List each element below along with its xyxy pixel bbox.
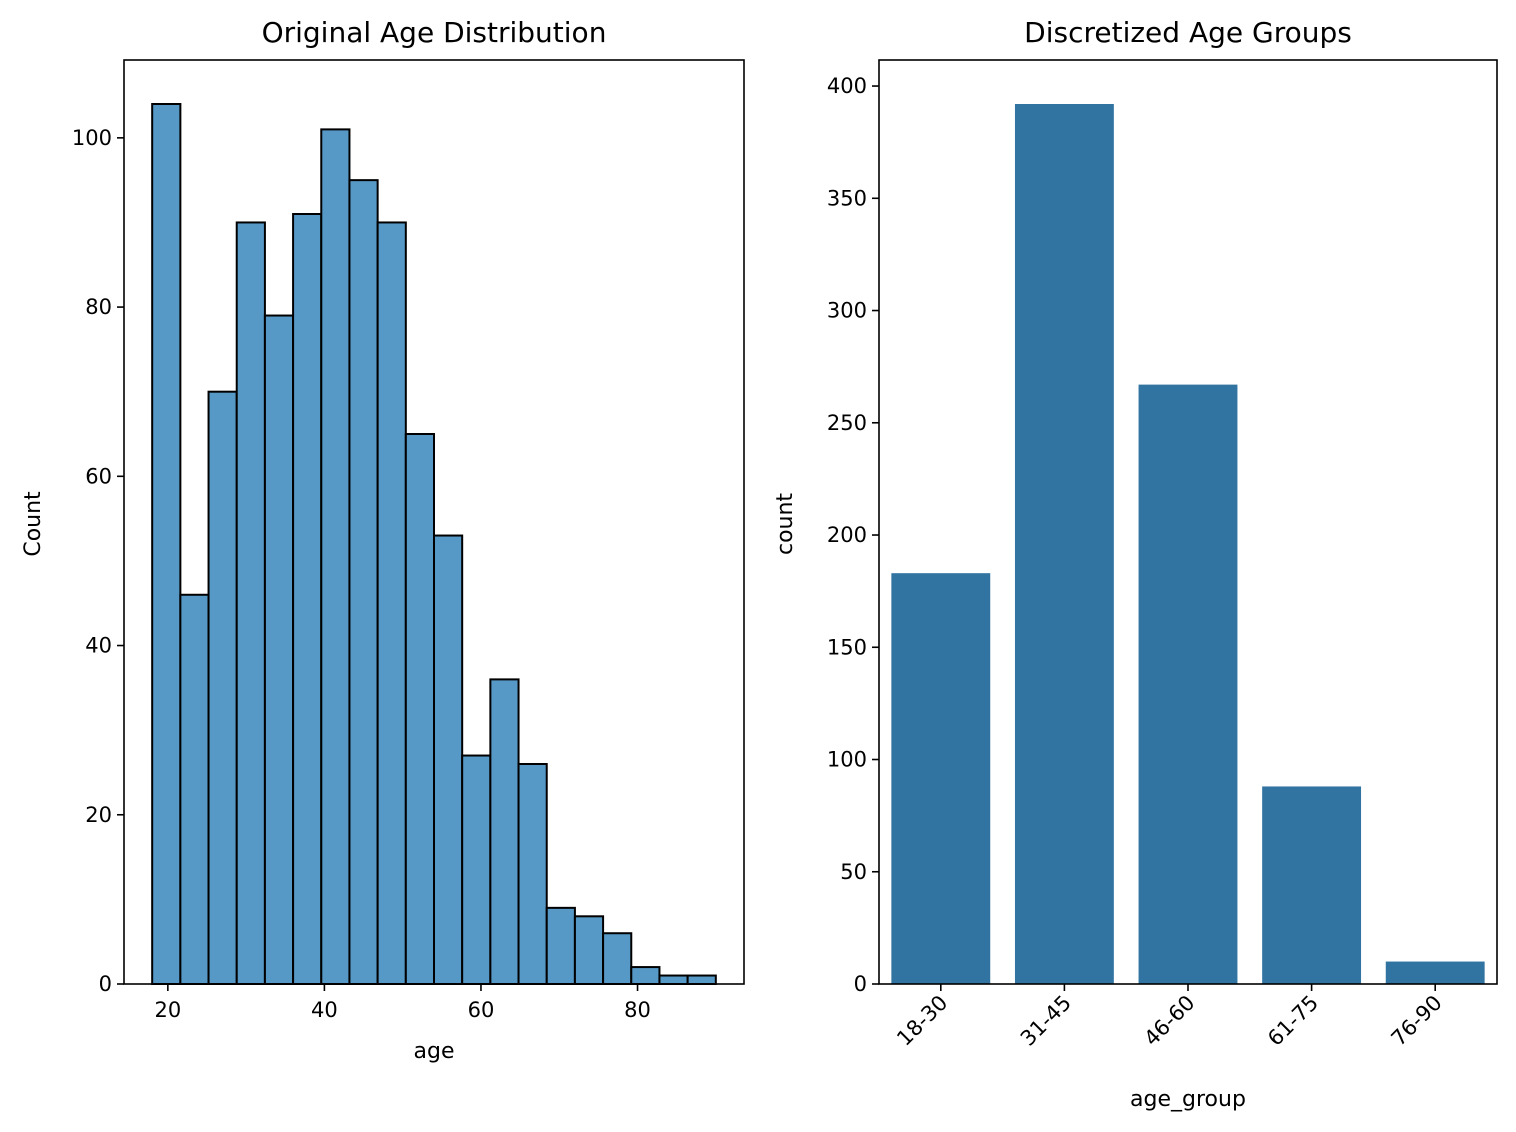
age-histogram-chart: Original Age Distribution 0 20 40 60 80 100 2… (21, 16, 745, 1064)
hist-x-tick-label: 20 (154, 998, 181, 1022)
bar-y-axis-ticks: 0 50 100 150 200 250 300 350 400 (827, 74, 879, 996)
hist-bar (292, 213, 323, 985)
hist-bar (207, 390, 238, 985)
bar-x-tick-label: 76-90 (1387, 991, 1447, 1051)
hist-x-axis-label: age (414, 1039, 455, 1064)
bar-x-tick-label: 18-30 (892, 991, 952, 1051)
hist-bar (433, 534, 464, 985)
bar-y-tick-label: 350 (827, 186, 867, 210)
hist-bar (517, 763, 548, 985)
bar-x-tick-label: 61-75 (1263, 991, 1323, 1051)
hist-x-tick-label: 80 (624, 998, 651, 1022)
hist-y-axis-label: Count (21, 491, 46, 557)
hist-title: Original Age Distribution (262, 16, 607, 49)
hist-bar (489, 678, 520, 986)
hist-bars (151, 103, 717, 986)
bar-18-30 (891, 573, 991, 984)
hist-bar (686, 974, 717, 985)
bar-y-tick-label: 250 (827, 411, 867, 435)
hist-bar (545, 906, 576, 985)
hist-x-tick-label: 40 (311, 998, 338, 1022)
hist-x-axis-ticks: 20 40 60 80 (154, 984, 651, 1022)
hist-y-tick-label: 20 (85, 803, 112, 827)
hist-bar (320, 128, 351, 985)
bar-bars (891, 104, 1485, 984)
hist-bar (348, 179, 379, 985)
bar-y-tick-label: 150 (827, 635, 867, 659)
hist-x-tick-label: 60 (468, 998, 495, 1022)
hist-bar (151, 103, 182, 985)
hist-y-tick-label: 0 (99, 972, 112, 996)
hist-y-tick-label: 40 (85, 634, 112, 658)
bar-61-75 (1262, 786, 1362, 984)
hist-bar (235, 221, 266, 985)
bar-y-tick-label: 200 (827, 523, 867, 547)
bar-y-tick-label: 50 (840, 860, 867, 884)
hist-y-tick-label: 80 (85, 295, 112, 319)
hist-bar (573, 915, 605, 985)
bar-y-tick-label: 400 (827, 74, 867, 98)
bar-x-tick-label: 31-45 (1016, 991, 1076, 1051)
hist-y-tick-label: 100 (72, 126, 112, 150)
bar-y-tick-label: 300 (827, 299, 867, 323)
age-group-bar-chart: Discretized Age Groups 0 50 100 150 200 250 30… (773, 16, 1498, 1112)
bar-axes-frame (878, 59, 1498, 985)
bar-y-axis-label: count (773, 493, 798, 555)
bar-31-45 (1014, 104, 1114, 984)
hist-bar (404, 433, 435, 985)
bar-title: Discretized Age Groups (1024, 16, 1352, 49)
bar-y-tick-label: 100 (827, 748, 867, 772)
hist-bar (461, 754, 492, 985)
hist-bar (179, 593, 210, 985)
bar-x-axis-label: age_group (1130, 1087, 1246, 1112)
hist-bar (602, 932, 633, 986)
hist-bar (376, 221, 407, 985)
hist-bar (263, 314, 295, 985)
hist-bar (658, 974, 689, 985)
hist-y-axis-ticks: 0 20 40 60 80 100 (72, 126, 124, 996)
bar-76-90 (1385, 961, 1485, 984)
bar-x-axis-ticks: 18-30 31-45 46-60 61-75 76-90 (892, 984, 1447, 1051)
hist-bar (630, 966, 661, 985)
bar-46-60 (1138, 384, 1238, 984)
hist-axes-frame (123, 59, 745, 985)
bar-y-tick-label: 0 (854, 972, 867, 996)
hist-y-tick-label: 60 (85, 464, 112, 488)
bar-x-tick-label: 46-60 (1139, 991, 1199, 1051)
